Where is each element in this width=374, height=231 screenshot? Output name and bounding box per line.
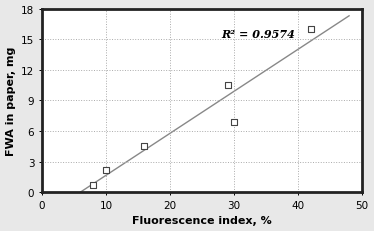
X-axis label: Fluorescence index, %: Fluorescence index, %	[132, 216, 272, 225]
Point	[224, 84, 230, 88]
Text: R² = 0.9574: R² = 0.9574	[221, 29, 295, 40]
Y-axis label: FWA in paper, mg: FWA in paper, mg	[6, 46, 16, 155]
Point	[103, 168, 109, 172]
Point	[308, 28, 314, 32]
Point	[231, 120, 237, 124]
Point	[90, 183, 96, 187]
Point	[141, 145, 147, 149]
